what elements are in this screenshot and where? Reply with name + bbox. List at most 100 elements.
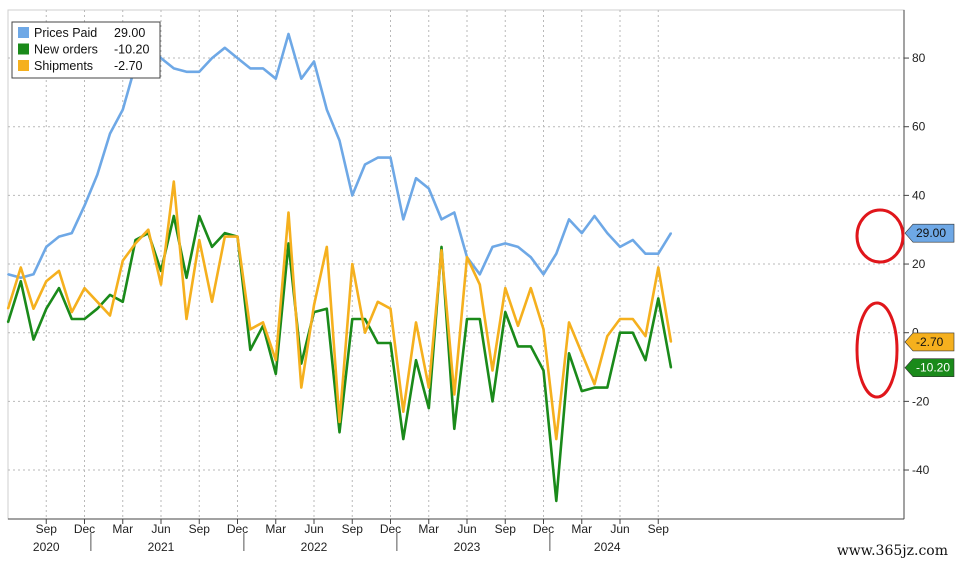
data-point bbox=[542, 369, 545, 372]
data-point bbox=[19, 280, 22, 283]
data-point bbox=[555, 500, 558, 502]
data-point bbox=[606, 232, 609, 235]
data-point bbox=[121, 259, 124, 262]
year-label: 2022 bbox=[301, 540, 328, 554]
data-point bbox=[325, 245, 328, 248]
data-point bbox=[580, 390, 583, 392]
data-point bbox=[619, 318, 621, 320]
data-point bbox=[83, 287, 86, 289]
data-point bbox=[568, 352, 570, 355]
data-point bbox=[300, 77, 303, 80]
data-point bbox=[555, 438, 558, 441]
data-point bbox=[198, 215, 201, 217]
legend-label: New orders bbox=[34, 43, 98, 57]
legend-label: Shipments bbox=[34, 59, 93, 73]
x-tick-label: Dec bbox=[227, 522, 248, 536]
legend-swatch bbox=[18, 27, 29, 38]
data-point bbox=[338, 431, 341, 434]
data-point bbox=[19, 266, 22, 269]
data-point bbox=[185, 276, 188, 279]
data-point bbox=[466, 256, 468, 259]
data-point bbox=[109, 314, 111, 317]
data-point bbox=[580, 352, 583, 355]
end-value-tag-bg bbox=[904, 332, 955, 352]
x-tick-label: Jun bbox=[151, 522, 170, 536]
data-point bbox=[338, 421, 341, 423]
data-point bbox=[300, 386, 303, 389]
data-point bbox=[644, 335, 647, 338]
data-point bbox=[223, 232, 226, 235]
watermark-text: www.365jz.com bbox=[836, 543, 948, 559]
end-value-tag: -10.20 bbox=[904, 358, 955, 378]
data-point bbox=[134, 239, 137, 241]
data-point bbox=[466, 318, 468, 320]
data-point bbox=[96, 300, 99, 303]
data-point bbox=[415, 359, 417, 362]
data-point bbox=[274, 372, 277, 375]
annotation-oval-orders-shipments bbox=[855, 301, 899, 399]
data-point bbox=[134, 242, 137, 245]
legend-swatch bbox=[18, 43, 29, 55]
data-point bbox=[491, 369, 494, 372]
data-point bbox=[657, 252, 660, 255]
data-point bbox=[542, 273, 545, 276]
data-point bbox=[274, 359, 277, 362]
data-point bbox=[644, 252, 647, 255]
data-point bbox=[351, 318, 354, 320]
data-point bbox=[593, 386, 596, 389]
x-tick-label: Mar bbox=[265, 522, 286, 536]
x-tick-label: Sep bbox=[648, 522, 670, 536]
legend-value: 29.00 bbox=[114, 26, 145, 40]
data-point bbox=[478, 273, 481, 276]
y-tick-label: 20 bbox=[912, 257, 926, 271]
end-value-tag-bg bbox=[904, 223, 955, 243]
data-point bbox=[147, 228, 150, 231]
data-point bbox=[657, 266, 660, 269]
x-tick-label: Dec bbox=[74, 522, 95, 536]
legend-swatch bbox=[18, 60, 29, 71]
data-point bbox=[415, 321, 417, 324]
data-point bbox=[313, 304, 315, 307]
data-point bbox=[427, 187, 430, 190]
data-point bbox=[555, 252, 558, 255]
annotation-circle-prices bbox=[855, 208, 905, 264]
data-point bbox=[593, 215, 596, 217]
data-point bbox=[45, 307, 48, 310]
data-point bbox=[402, 410, 405, 413]
data-point bbox=[109, 294, 111, 296]
data-point bbox=[351, 194, 354, 197]
data-point bbox=[7, 273, 9, 276]
data-point bbox=[453, 427, 456, 430]
series-line-shipments bbox=[6, 180, 673, 441]
data-point bbox=[364, 163, 366, 166]
data-point bbox=[440, 245, 443, 248]
y-tick-label: -40 bbox=[912, 463, 930, 477]
data-point bbox=[542, 328, 545, 331]
data-point bbox=[7, 307, 9, 310]
data-point bbox=[351, 263, 354, 265]
data-point bbox=[670, 341, 672, 343]
x-tick-label: Sep bbox=[495, 522, 517, 536]
data-point bbox=[529, 345, 532, 348]
data-point bbox=[198, 239, 201, 241]
data-point bbox=[236, 235, 239, 238]
data-point bbox=[453, 393, 456, 396]
data-point bbox=[529, 256, 532, 259]
data-point bbox=[313, 60, 315, 63]
x-tick-label: Jun bbox=[610, 522, 629, 536]
data-point bbox=[606, 335, 609, 338]
year-label: 2020 bbox=[33, 540, 60, 554]
data-point bbox=[376, 300, 379, 303]
data-point bbox=[580, 232, 583, 235]
data-point bbox=[491, 245, 494, 248]
data-point bbox=[376, 342, 379, 344]
data-point bbox=[211, 57, 213, 59]
data-point bbox=[453, 211, 456, 214]
data-point bbox=[58, 287, 60, 289]
end-value-tag-text: -2.70 bbox=[916, 335, 944, 349]
data-point bbox=[262, 321, 264, 324]
data-point bbox=[427, 386, 430, 389]
data-point bbox=[70, 311, 73, 314]
data-point bbox=[389, 342, 392, 344]
